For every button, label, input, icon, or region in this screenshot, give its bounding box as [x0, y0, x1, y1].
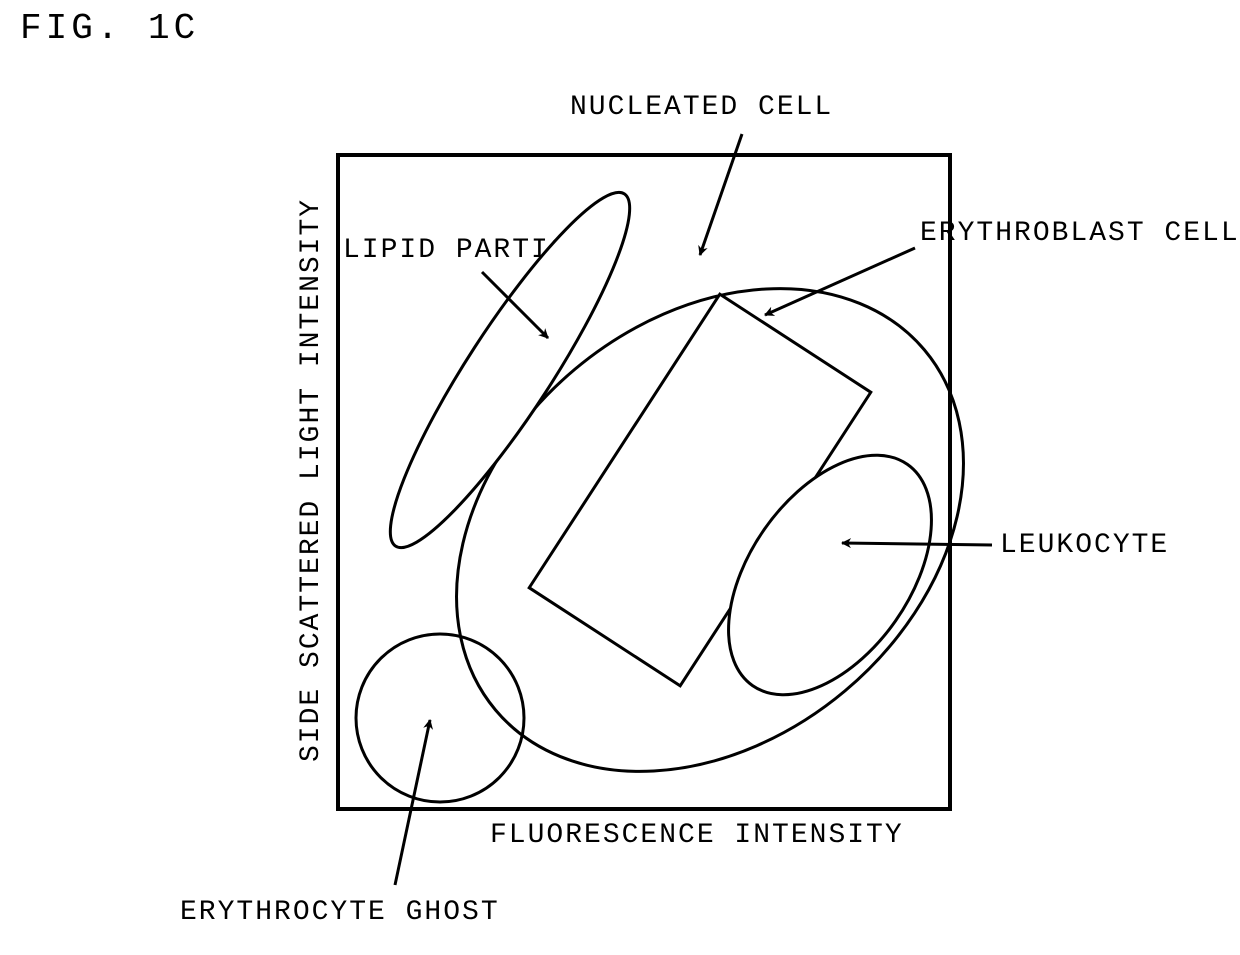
diagram-svg — [0, 0, 1240, 955]
arrow-erythrocyte-ghost — [395, 720, 430, 885]
page-root: { "figure": { "label": "FIG. 1C", "label… — [0, 0, 1240, 955]
arrow-nucleated-cell — [700, 134, 742, 255]
region-erythrocyte-ghost — [356, 634, 524, 802]
arrow-erythroblast-cell — [765, 248, 915, 315]
shapes-group — [338, 155, 1059, 871]
arrow-leukocyte — [842, 543, 992, 545]
